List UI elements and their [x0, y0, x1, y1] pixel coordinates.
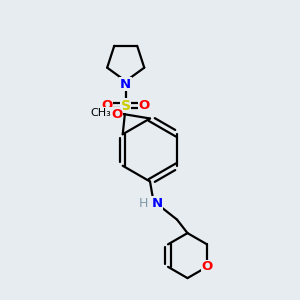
Text: N: N — [151, 196, 163, 210]
Text: CH₃: CH₃ — [90, 107, 111, 118]
Text: N: N — [120, 78, 131, 91]
Text: O: O — [101, 99, 113, 112]
Text: S: S — [121, 99, 131, 113]
Text: O: O — [139, 99, 150, 112]
Text: H: H — [138, 197, 148, 210]
Text: O: O — [111, 107, 123, 121]
Text: O: O — [201, 260, 213, 273]
